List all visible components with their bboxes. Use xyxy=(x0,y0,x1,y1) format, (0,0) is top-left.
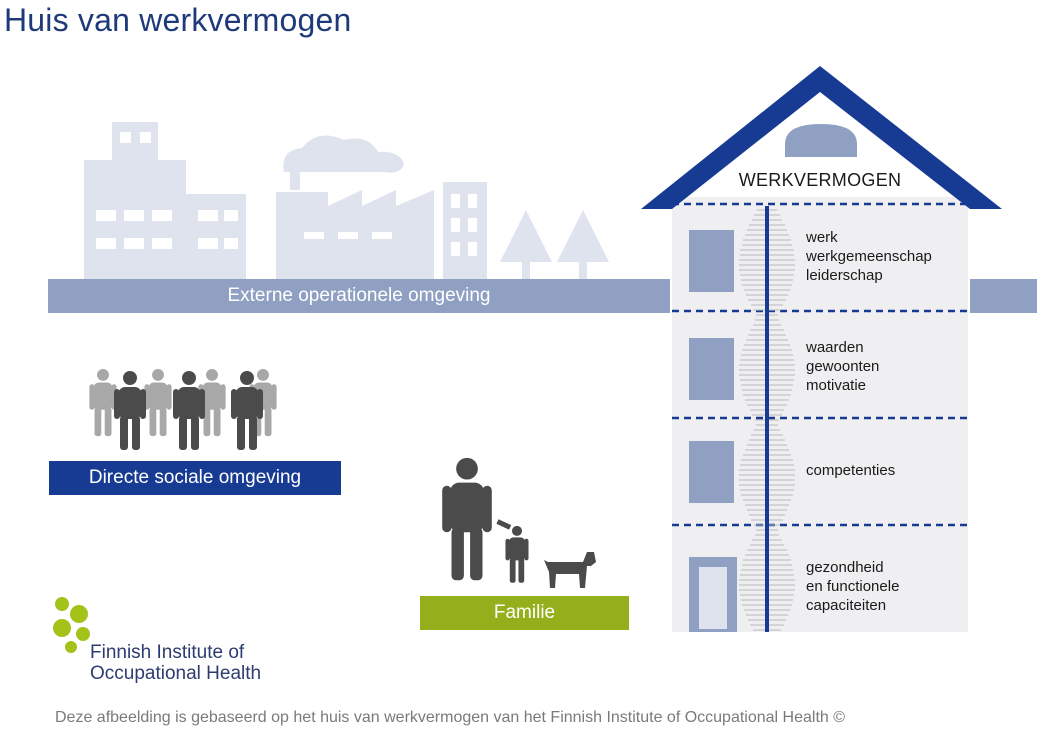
floor-line: waarden xyxy=(806,339,864,356)
familie-band: Familie xyxy=(420,596,629,630)
floor-line: motivatie xyxy=(806,377,867,394)
front-door xyxy=(699,567,727,629)
ground-strip-right xyxy=(970,279,1037,313)
werkvermogen-label: WERKVERMOGEN xyxy=(738,170,902,190)
floor-line: werk xyxy=(806,229,838,246)
floor-line: capaciteiten xyxy=(806,597,887,614)
city-skyline xyxy=(84,122,609,280)
fioh-logo-icon xyxy=(53,597,90,653)
floor-line: gewoonten xyxy=(806,358,880,375)
house-roof xyxy=(641,66,1002,209)
floor-2-text: waarden gewoonten motivatie xyxy=(806,338,879,395)
floor-3-text: competenties xyxy=(806,461,895,480)
office-building-left xyxy=(84,122,246,280)
trees xyxy=(500,210,609,280)
logo-line: Finnish Institute of xyxy=(90,642,245,663)
sociale-omgeving-band: Directe sociale omgeving xyxy=(49,461,341,495)
floor-4-text: gezondheid en functionele capaciteiten xyxy=(806,558,899,615)
house xyxy=(641,66,1002,632)
floor-line: competenties xyxy=(806,462,896,479)
factory xyxy=(276,135,434,280)
family-figures xyxy=(442,457,596,588)
fioh-logo-text: Finnish Institute of Occupational Health xyxy=(90,642,261,684)
floor-line: leiderschap xyxy=(806,267,883,284)
logo-line: Occupational Health xyxy=(90,663,262,684)
externe-omgeving-band: Externe operationele omgeving xyxy=(48,279,670,313)
floor-dividers xyxy=(672,202,970,527)
floor-line: werkgemeenschap xyxy=(806,248,932,265)
footer-credit: Deze afbeelding is gebaseerd op het huis… xyxy=(55,709,846,726)
roof-window xyxy=(785,124,857,157)
page-title: Huis van werkvermogen xyxy=(4,2,352,38)
tower-building xyxy=(443,182,487,280)
staircase xyxy=(739,209,795,631)
dog-icon xyxy=(544,552,596,588)
floor-line: en functionele xyxy=(806,578,900,595)
floor-1-text: werk werkgemeenschap leiderschap xyxy=(806,228,932,285)
crowd-people xyxy=(89,368,277,450)
floor-line: gezondheid xyxy=(806,559,884,576)
